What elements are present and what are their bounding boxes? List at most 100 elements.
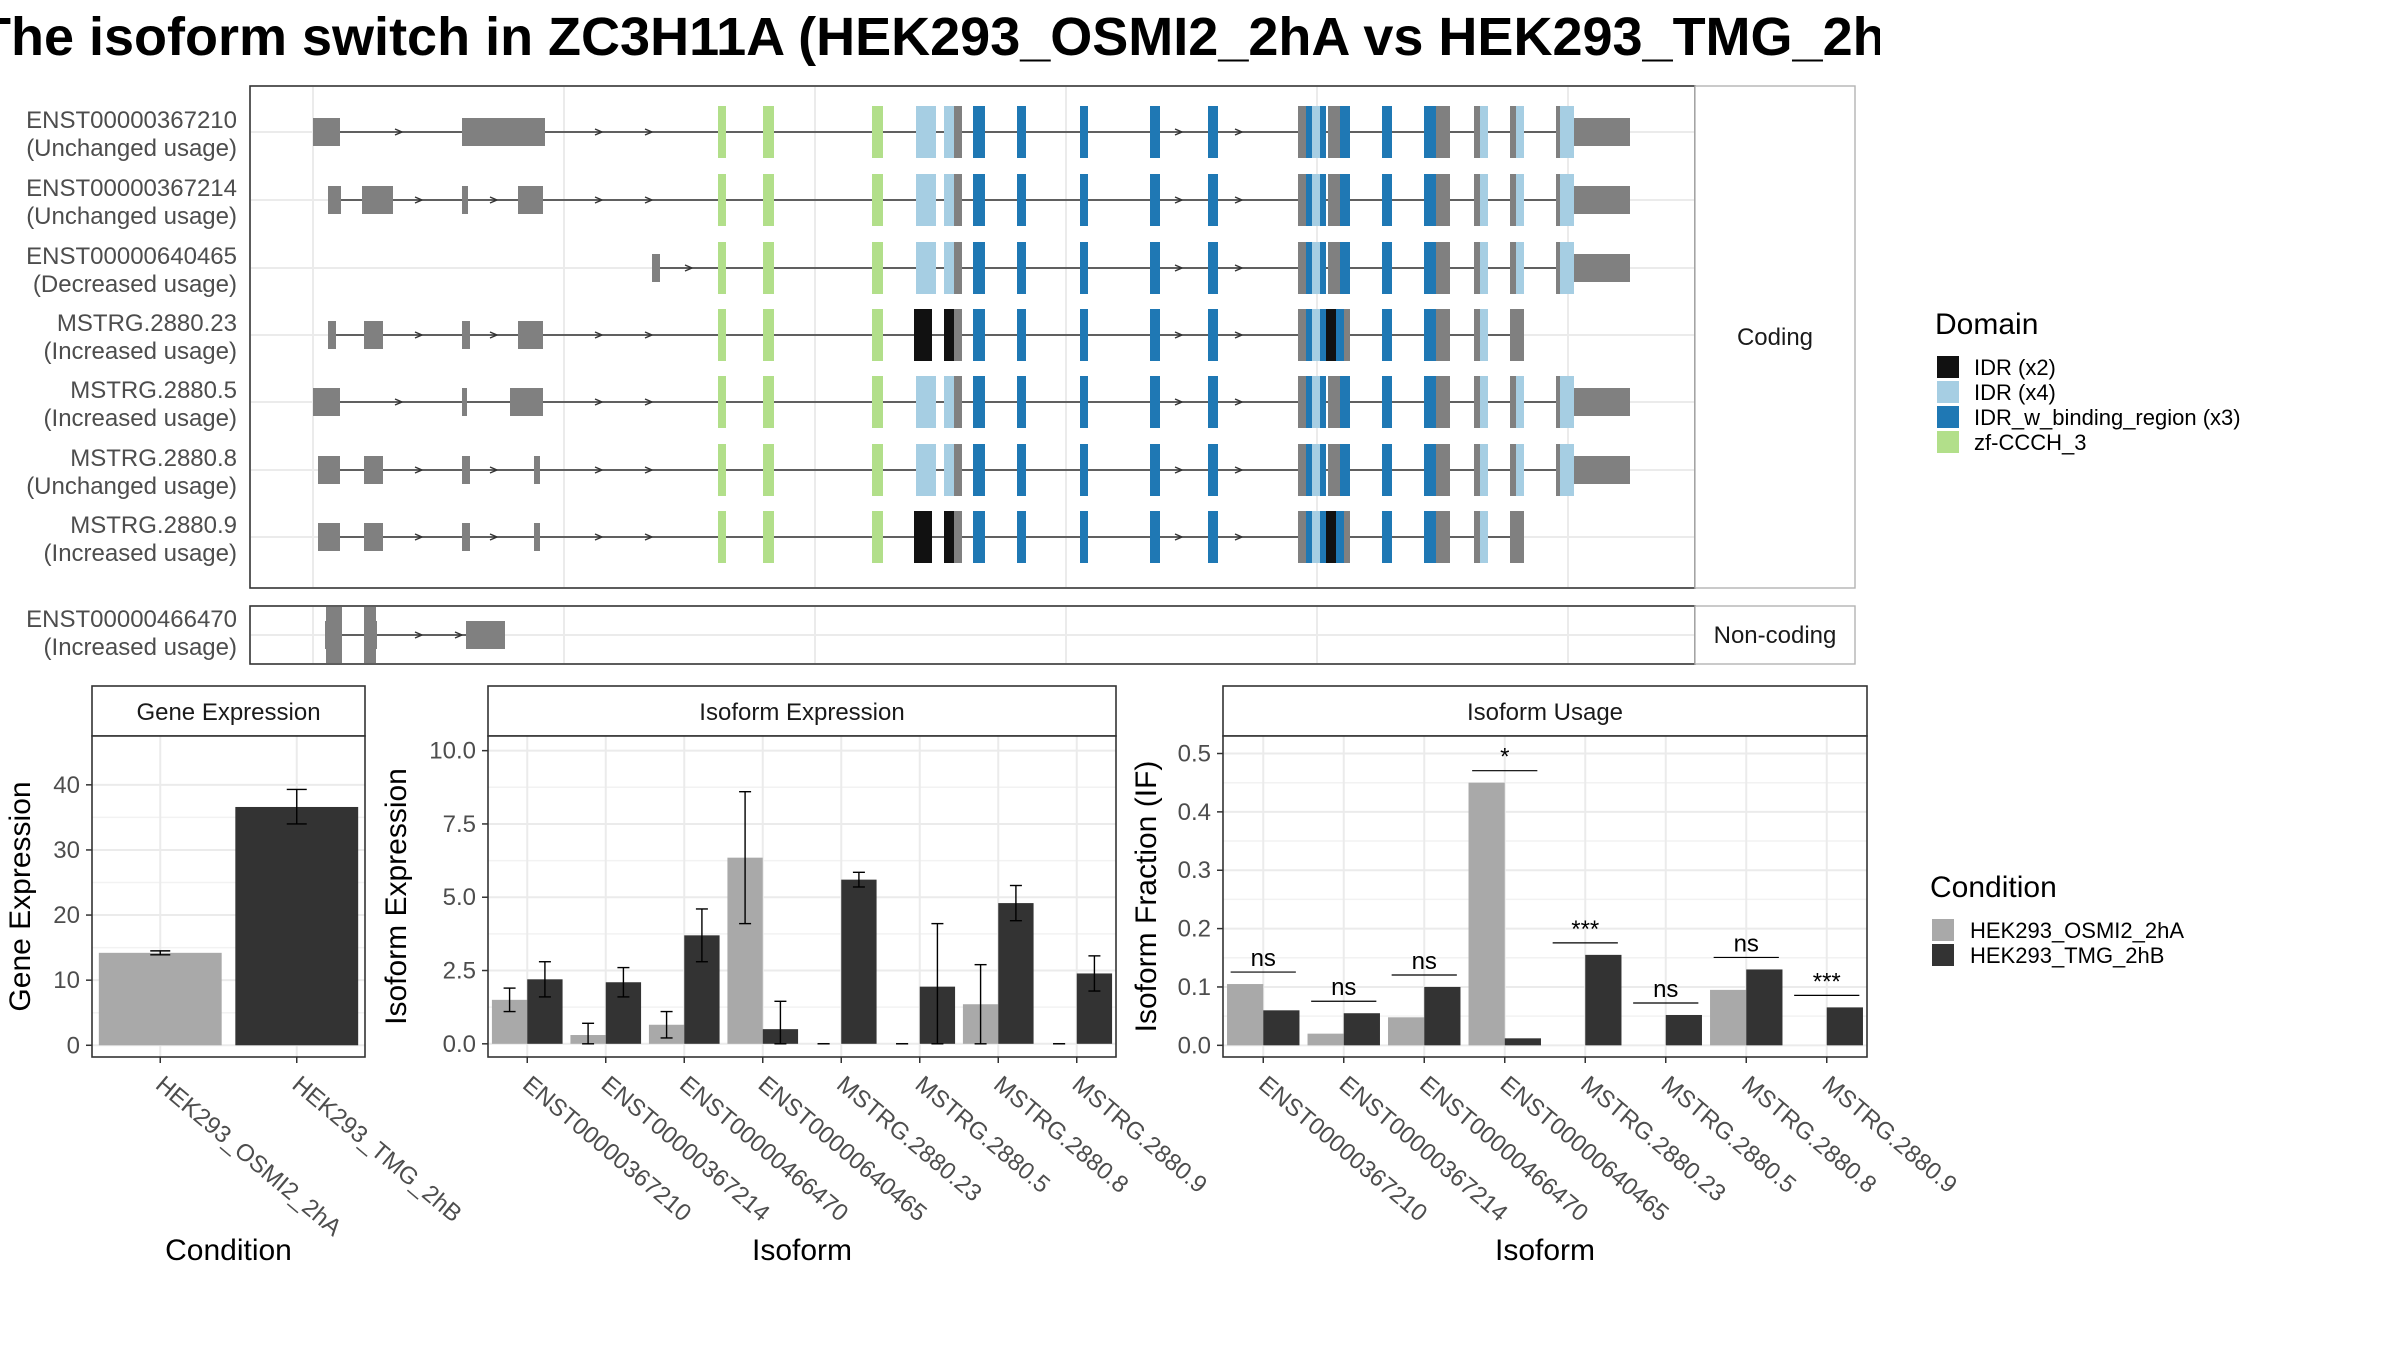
domain-exon xyxy=(954,242,962,294)
chart-title: The isoform switch in ZC3H11A (HEK293_OS… xyxy=(0,7,1880,67)
domain-exon xyxy=(1150,242,1160,294)
domain-exon xyxy=(1424,444,1436,496)
y-tick-label: 5.0 xyxy=(443,884,476,911)
x-tick-label: MSTRG.2880.23 xyxy=(1575,1071,1730,1207)
significance-label: ns xyxy=(1653,976,1678,1003)
y-tick-label: 0 xyxy=(67,1032,80,1059)
direction-arrow xyxy=(644,398,654,406)
direction-arrow xyxy=(1234,128,1244,136)
y-tick-label: 10 xyxy=(53,967,80,994)
domain-exon xyxy=(944,309,956,361)
utr-exon xyxy=(313,388,340,416)
domain-exon xyxy=(1312,242,1320,294)
domain-exon xyxy=(1208,242,1218,294)
domain-exon xyxy=(916,376,936,428)
y-tick-label: 10.0 xyxy=(429,738,476,765)
domain-exon xyxy=(1208,106,1218,158)
direction-arrow xyxy=(1234,466,1244,474)
domain-exon xyxy=(1080,511,1088,563)
direction-arrow xyxy=(684,264,694,272)
domain-exon xyxy=(1382,444,1392,496)
direction-arrow xyxy=(1234,196,1244,204)
direction-arrow xyxy=(1174,128,1184,136)
domain-exon xyxy=(1480,174,1488,226)
domain-exon xyxy=(1312,444,1320,496)
domain-exon xyxy=(1516,242,1524,294)
direction-arrow xyxy=(644,331,654,339)
utr-exon xyxy=(318,456,340,484)
condition-legend-title: Condition xyxy=(1930,871,2057,904)
domain-exon xyxy=(954,309,962,361)
domain-legend-swatch xyxy=(1937,431,1959,453)
direction-arrow xyxy=(489,331,499,339)
y-tick-label: 0.1 xyxy=(1178,974,1211,1001)
transcript-usage-label: (Decreased usage) xyxy=(33,271,237,298)
domain-exon xyxy=(1436,174,1450,226)
domain-exon xyxy=(914,309,932,361)
domain-exon xyxy=(1080,174,1088,226)
utr-exon xyxy=(364,523,383,551)
domain-exon xyxy=(1306,511,1312,563)
y-tick-label: 0.0 xyxy=(1178,1032,1211,1059)
noncoding-exon xyxy=(364,607,376,663)
direction-arrow xyxy=(644,466,654,474)
utr-exon xyxy=(1574,118,1630,146)
utr-exon xyxy=(364,321,383,349)
domain-exon xyxy=(763,444,774,496)
domain-exon xyxy=(763,309,774,361)
domain-exon xyxy=(1312,106,1320,158)
utr-exon xyxy=(462,118,545,146)
domain-exon xyxy=(872,174,883,226)
direction-arrow xyxy=(594,128,604,136)
domain-exon xyxy=(1328,376,1340,428)
y-axis-title: Gene Expression xyxy=(4,781,37,1011)
utr-exon xyxy=(1574,456,1630,484)
domain-exon xyxy=(872,106,883,158)
domain-exon xyxy=(1560,174,1574,226)
domain-exon xyxy=(763,174,774,226)
y-tick-label: 0.0 xyxy=(443,1031,476,1058)
coding-strip xyxy=(1694,85,1856,589)
utr-exon xyxy=(518,186,543,214)
transcript-id-label: MSTRG.2880.23 xyxy=(57,310,237,337)
domain-exon xyxy=(1208,309,1218,361)
panel-title: Gene Expression xyxy=(136,699,320,726)
domain-exon xyxy=(1150,174,1160,226)
bar xyxy=(1665,1014,1702,1046)
domain-exon xyxy=(718,444,726,496)
domain-exon xyxy=(1017,444,1026,496)
domain-exon xyxy=(944,444,954,496)
direction-arrow xyxy=(594,533,604,541)
domain-exon xyxy=(1312,376,1320,428)
domain-exon xyxy=(1340,174,1350,226)
domain-exon xyxy=(1344,511,1350,563)
domain-exon xyxy=(916,242,936,294)
y-tick-label: 2.5 xyxy=(443,958,476,985)
domain-legend-label: IDR (x4) xyxy=(1974,380,2056,405)
y-axis-title: Isoform Fraction (IF) xyxy=(1130,761,1163,1033)
domain-exon xyxy=(1480,511,1488,563)
bar xyxy=(1227,984,1264,1046)
domain-exon xyxy=(872,376,883,428)
domain-exon xyxy=(916,106,936,158)
domain-exon xyxy=(872,309,883,361)
plot-frame xyxy=(1222,735,1868,1058)
bar xyxy=(1307,1033,1344,1046)
domain-exon xyxy=(1480,309,1488,361)
utr-exon xyxy=(328,186,341,214)
domain-exon xyxy=(1320,174,1326,226)
bar xyxy=(998,903,1034,1044)
domain-exon xyxy=(1560,106,1574,158)
domain-exon xyxy=(1340,242,1350,294)
transcript-id-label: ENST00000367210 xyxy=(26,107,237,134)
utr-exon xyxy=(462,186,468,214)
direction-arrow xyxy=(489,533,499,541)
domain-exon xyxy=(1382,242,1392,294)
domain-exon xyxy=(1320,511,1326,563)
domain-exon xyxy=(1320,309,1326,361)
domain-exon xyxy=(1320,376,1326,428)
direction-arrow xyxy=(414,196,424,204)
domain-exon xyxy=(1336,511,1344,563)
y-axis-title: Isoform Expression xyxy=(380,768,413,1025)
bar xyxy=(1826,1007,1863,1046)
